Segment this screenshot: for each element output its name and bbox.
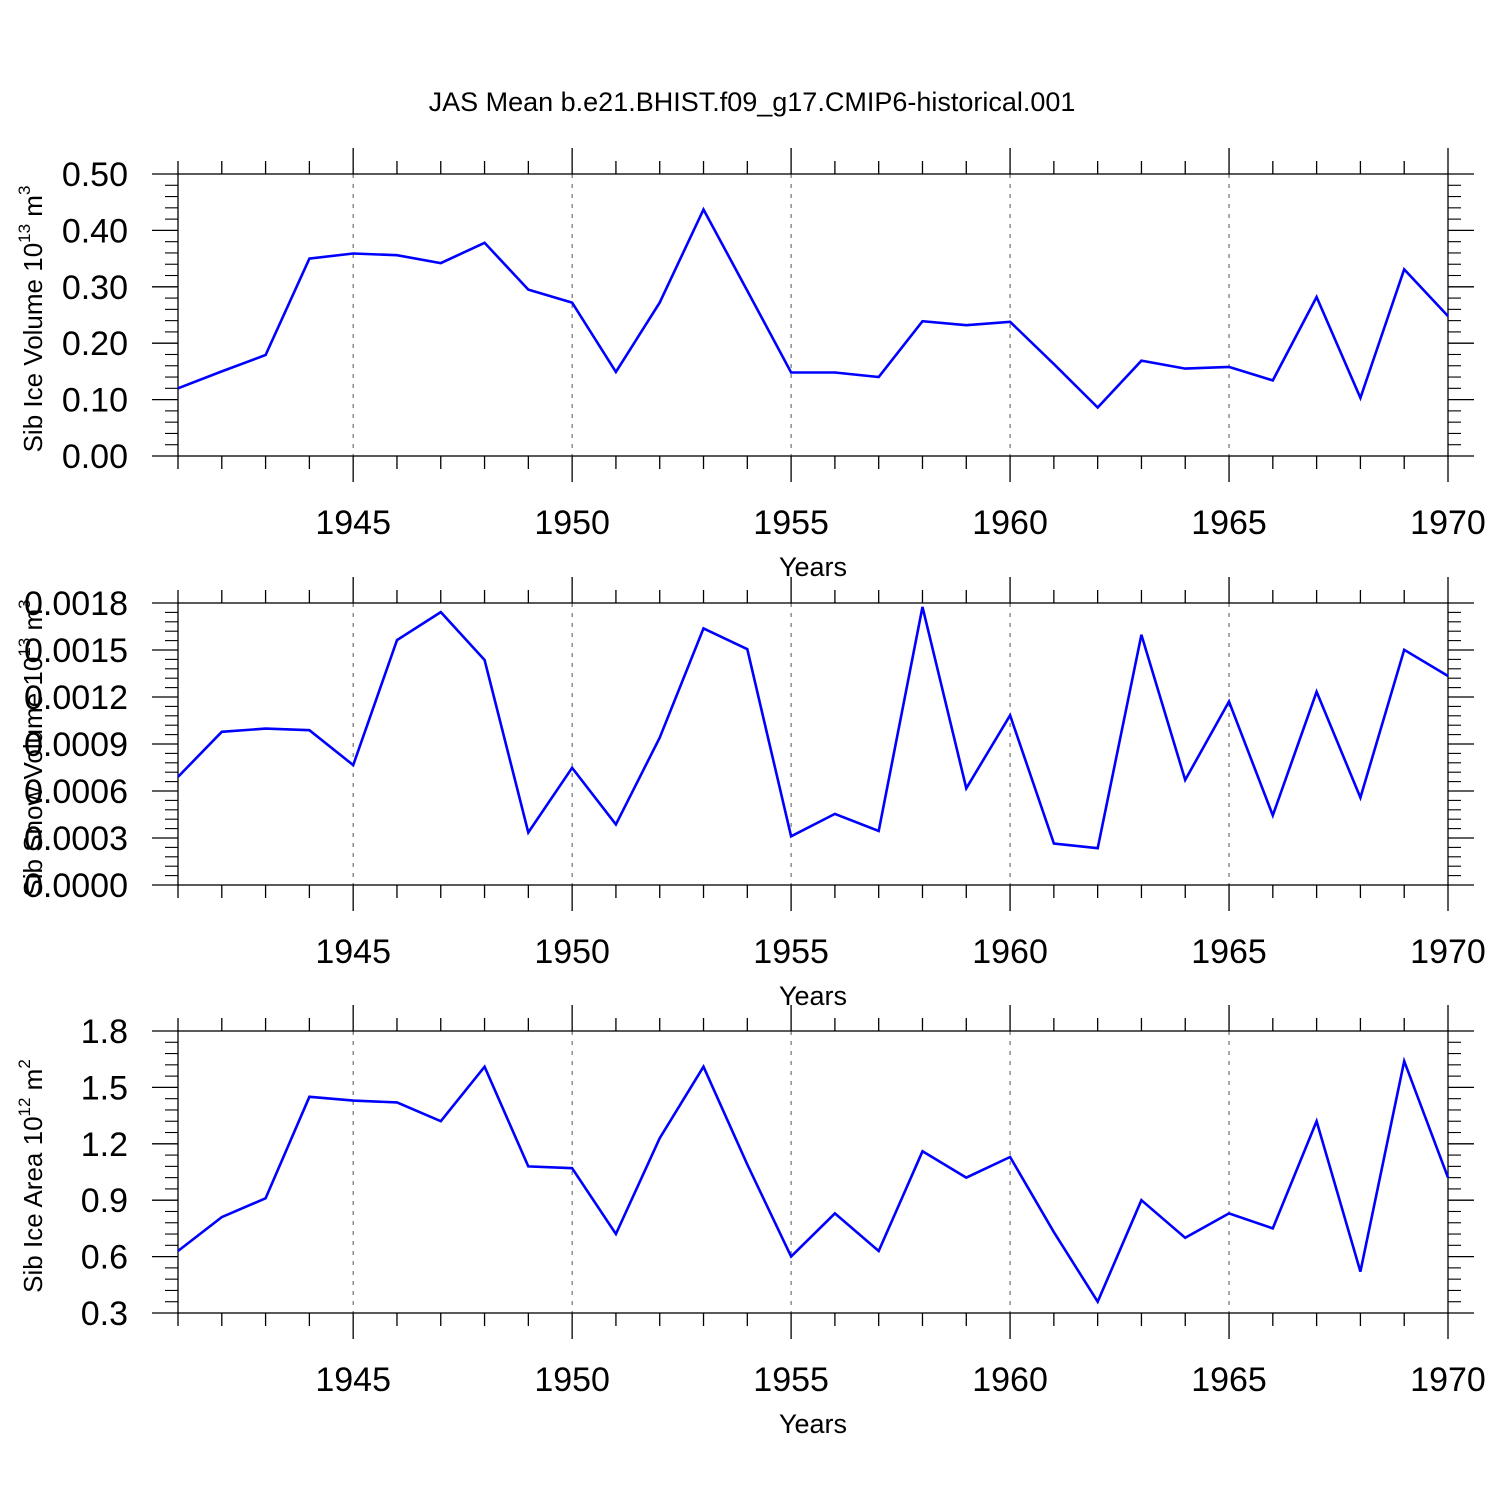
y-tick-label: 0.6 bbox=[81, 1239, 128, 1277]
y-tick-label: 0.30 bbox=[62, 269, 128, 307]
y-tick-label: 0.0006 bbox=[24, 773, 128, 811]
x-tick-label: 1955 bbox=[753, 933, 829, 971]
x-tick-label: 1945 bbox=[315, 933, 391, 971]
x-tick-label: 1955 bbox=[753, 1361, 829, 1399]
y-tick-label: 0.40 bbox=[62, 212, 128, 250]
y-axis-label-unit-exponent: 3 bbox=[15, 599, 34, 608]
x-tick-label: 1945 bbox=[315, 504, 391, 542]
y-tick-label: 1.5 bbox=[81, 1069, 128, 1107]
series-line bbox=[177, 206, 1449, 410]
y-tick-label: 0.9 bbox=[81, 1182, 128, 1220]
y-tick-label: 0.10 bbox=[62, 382, 128, 420]
y-axis-label-text: Sib Ice Volume 10 bbox=[18, 243, 48, 453]
x-tick-label: 1965 bbox=[1191, 1361, 1267, 1399]
panel-2: 1945 1950 1955 1960 1965 1970 Years 0.0000 0.000… bbox=[15, 577, 1486, 1011]
y-axis-label-unit: m bbox=[18, 609, 48, 638]
x-tick-label: 1950 bbox=[534, 504, 610, 542]
x-tick-label: 1960 bbox=[972, 504, 1048, 542]
x-tick-label: 1965 bbox=[1191, 933, 1267, 971]
y-axis-label-exponent: 13 bbox=[15, 638, 34, 657]
y-axis-label: Sib Ice Volume 1013 m3 bbox=[15, 186, 48, 453]
y-tick-label: 0.3 bbox=[81, 1295, 128, 1333]
series-line bbox=[177, 1056, 1450, 1305]
x-tick-label: 1950 bbox=[534, 933, 610, 971]
y-tick-label: 0.0003 bbox=[24, 820, 128, 858]
y-axis-label-text: Sib Snow Volume 10 bbox=[18, 657, 48, 897]
y-tick-label: 1.2 bbox=[81, 1126, 128, 1164]
y-tick-label: 0.0012 bbox=[24, 679, 128, 717]
y-axis-label-unit-exponent: 3 bbox=[15, 186, 34, 195]
x-tick-label: 1945 bbox=[315, 1361, 391, 1399]
plot-frame bbox=[177, 173, 1449, 457]
y-axis-label-text: Sib Ice Area 10 bbox=[18, 1116, 48, 1292]
x-tick-label: 1970 bbox=[1410, 1361, 1486, 1399]
panel-1: 1945 1950 1955 1960 1965 1970 Years 0.00 0.10 0.2… bbox=[15, 148, 1486, 582]
y-tick-label: 0.0018 bbox=[24, 585, 128, 623]
y-axis-label-exponent: 12 bbox=[15, 1098, 34, 1117]
y-axis-label-exponent: 13 bbox=[15, 224, 34, 243]
y-tick-label: 1.8 bbox=[81, 1013, 128, 1051]
y-tick-label: 0.00 bbox=[62, 438, 128, 476]
y-tick-label: 0.0015 bbox=[24, 632, 128, 670]
x-tick-label: 1970 bbox=[1410, 504, 1486, 542]
x-tick-label: 1955 bbox=[753, 504, 829, 542]
x-axis-label: Years bbox=[779, 1409, 847, 1439]
y-axis-label-unit: m bbox=[18, 195, 48, 224]
y-tick-label: 0.0000 bbox=[24, 867, 128, 905]
y-tick-label: 0.0009 bbox=[24, 726, 128, 764]
y-axis-label-unit: m bbox=[18, 1069, 48, 1098]
series-line bbox=[177, 606, 1449, 850]
y-axis-label: Sib Ice Area 1012 m2 bbox=[15, 1059, 48, 1293]
x-tick-label: 1950 bbox=[534, 1361, 610, 1399]
y-axis-label-unit-exponent: 2 bbox=[15, 1059, 34, 1068]
chart-title: JAS Mean b.e21.BHIST.f09_g17.CMIP6-histo… bbox=[429, 87, 1076, 117]
x-tick-label: 1960 bbox=[972, 1361, 1048, 1399]
y-axis-label: Sib Snow Volume 1013 m3 bbox=[15, 599, 48, 896]
x-tick-label: 1965 bbox=[1191, 504, 1267, 542]
y-tick-label: 0.20 bbox=[62, 325, 128, 363]
plot-frame bbox=[177, 602, 1449, 886]
x-tick-label: 1960 bbox=[972, 933, 1048, 971]
y-tick-label: 0.50 bbox=[62, 156, 128, 194]
panel-3: 1945 1950 1955 1960 1965 1970 Years 0.3 0.6 0.9 1.… bbox=[15, 1005, 1486, 1439]
plot-frame bbox=[177, 1030, 1449, 1314]
chart-panels: 1945 1950 1955 1960 1965 1970 Years 0.00 0.10 0.2… bbox=[15, 148, 1486, 1439]
x-axis-label: Years bbox=[779, 552, 847, 582]
x-axis-label: Years bbox=[779, 981, 847, 1011]
x-tick-label: 1970 bbox=[1410, 933, 1486, 971]
